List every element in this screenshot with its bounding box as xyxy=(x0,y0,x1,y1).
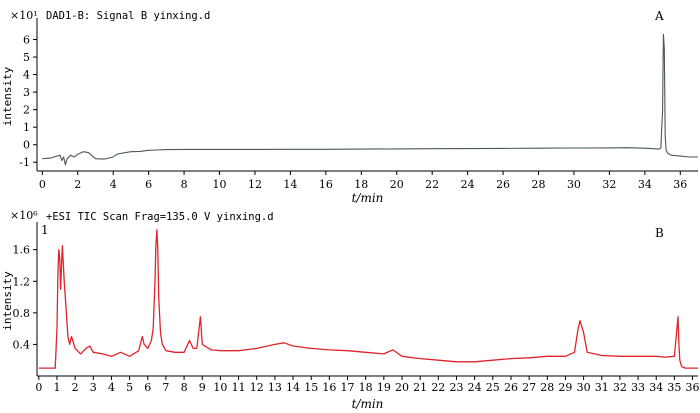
y-tick-label: 2 xyxy=(23,104,30,117)
x-tick-label: 36 xyxy=(686,381,700,394)
y-tick-label: 1.2 xyxy=(13,275,31,288)
x-tick-label: 22 xyxy=(431,381,445,394)
x-tick-label: 32 xyxy=(602,178,616,191)
chart-title: DAD1-B: Signal B yinxing.d xyxy=(46,10,210,22)
panel-letter: A xyxy=(654,9,664,23)
x-tick-label: 28 xyxy=(540,381,554,394)
series-line xyxy=(38,229,698,369)
x-tick-label: 13 xyxy=(268,381,282,394)
x-tick-label: 27 xyxy=(522,381,536,394)
y-tick-label: 4 xyxy=(23,69,30,82)
x-axis-label: t/min xyxy=(352,191,384,205)
x-tick-label: 7 xyxy=(162,381,169,394)
y-tick-label: 0 xyxy=(23,139,30,152)
y-axis-label: intensity xyxy=(1,271,14,331)
x-tick-label: 6 xyxy=(145,178,152,191)
y-tick-label: 5 xyxy=(23,51,30,64)
x-tick-label: 0 xyxy=(39,178,46,191)
x-tick-label: 3 xyxy=(90,381,97,394)
x-tick-label: 33 xyxy=(631,381,645,394)
x-tick-label: 6 xyxy=(144,381,151,394)
x-tick-label: 10 xyxy=(213,178,227,191)
x-tick-label: 16 xyxy=(319,178,333,191)
x-tick-label: 14 xyxy=(286,381,300,394)
x-tick-label: 2 xyxy=(72,381,79,394)
x-tick-label: 5 xyxy=(126,381,133,394)
chart-title: +ESI TIC Scan Frag=135.0 V yinxing.d xyxy=(46,211,274,223)
y-scale-factor: ×10⁶ xyxy=(10,209,38,222)
x-tick-label: 12 xyxy=(250,381,264,394)
x-tick-label: 20 xyxy=(390,178,404,191)
y-tick-label: 3 xyxy=(23,86,30,99)
x-tick-label: 8 xyxy=(181,178,188,191)
x-tick-label: 34 xyxy=(638,178,652,191)
x-tick-label: 30 xyxy=(567,178,581,191)
chart-panel-b: 0 1 2 3 4 5 6 7 8 9 10 11 12 13 14 15 16 17 18 19 20 21 22 23 24… xyxy=(1,209,700,411)
x-tick-label: 8 xyxy=(181,381,188,394)
x-axis-label: t/min xyxy=(352,397,384,411)
x-tick-label: 18 xyxy=(354,178,368,191)
x-tick-label: 25 xyxy=(486,381,500,394)
x-tick-label: 23 xyxy=(449,381,463,394)
x-tick-label: 36 xyxy=(673,178,687,191)
x-tick-label: 15 xyxy=(304,381,318,394)
x-tick-label: 26 xyxy=(504,381,518,394)
x-tick-label: 29 xyxy=(558,381,572,394)
x-tick-label: 18 xyxy=(359,381,373,394)
x-tick-label: 16 xyxy=(322,381,336,394)
x-tick-label: 4 xyxy=(108,381,115,394)
x-tick-label: 22 xyxy=(425,178,439,191)
x-tick-label: 28 xyxy=(532,178,546,191)
x-tick-label: 17 xyxy=(341,381,355,394)
inset-label: 1 xyxy=(41,223,49,237)
x-tick-label: 2 xyxy=(74,178,81,191)
x-tick-label: 35 xyxy=(667,381,681,394)
x-tick-label: 31 xyxy=(595,381,609,394)
x-tick-label: 32 xyxy=(613,381,627,394)
x-tick-label: 9 xyxy=(199,381,206,394)
y-tick-label: -1 xyxy=(19,156,30,169)
x-tick-label: 26 xyxy=(496,178,510,191)
x-tick-label: 1 xyxy=(53,381,60,394)
x-tick-label: 10 xyxy=(213,381,227,394)
y-tick-label: 6 xyxy=(23,34,30,47)
x-tick-label: 20 xyxy=(395,381,409,394)
x-tick-label: 11 xyxy=(232,381,246,394)
panel-letter: B xyxy=(655,226,664,240)
y-tick-label: 1.6 xyxy=(13,244,31,257)
x-tick-label: 34 xyxy=(649,381,663,394)
x-tick-label: 12 xyxy=(248,178,262,191)
x-tick-label: 4 xyxy=(110,178,117,191)
y-scale-factor: ×10¹ xyxy=(10,9,38,22)
series-line xyxy=(42,33,698,166)
y-tick-label: 1 xyxy=(23,121,30,134)
y-tick-label: 0.8 xyxy=(13,307,31,320)
x-tick-label: 30 xyxy=(577,381,591,394)
y-tick-label: 0.4 xyxy=(13,338,31,351)
x-tick-label: 14 xyxy=(283,178,297,191)
x-tick-label: 0 xyxy=(35,381,42,394)
chart-panel-a: 0 2 4 6 8 10 12 14 16 18 20 22 24 26 28 30 32 34 36-101234… xyxy=(1,9,698,205)
x-tick-label: 24 xyxy=(468,381,482,394)
x-tick-label: 19 xyxy=(377,381,391,394)
x-tick-label: 21 xyxy=(413,381,427,394)
x-tick-label: 24 xyxy=(461,178,475,191)
y-axis-label: intensity xyxy=(1,66,14,126)
